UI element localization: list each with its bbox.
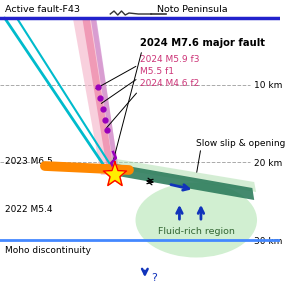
- Text: 30 km: 30 km: [254, 237, 283, 245]
- Text: Active fault-F43: Active fault-F43: [5, 5, 80, 14]
- Polygon shape: [110, 158, 256, 192]
- Text: 2022 M5.4: 2022 M5.4: [5, 206, 52, 214]
- Text: Moho discontinuity: Moho discontinuity: [5, 246, 91, 255]
- Polygon shape: [73, 18, 120, 175]
- Text: Fluid-rich region: Fluid-rich region: [158, 227, 235, 237]
- Text: 2023 M6.5: 2023 M6.5: [5, 158, 52, 166]
- Text: M5.5 f1: M5.5 f1: [140, 67, 174, 76]
- Text: 2024 M4.6 f2: 2024 M4.6 f2: [140, 79, 200, 88]
- Text: Noto Peninsula: Noto Peninsula: [157, 5, 228, 14]
- Ellipse shape: [136, 183, 257, 258]
- Text: ?: ?: [152, 273, 157, 283]
- Polygon shape: [110, 163, 254, 200]
- Text: Slow slip & opening: Slow slip & opening: [196, 138, 286, 148]
- Polygon shape: [103, 162, 127, 186]
- Polygon shape: [91, 18, 119, 170]
- Text: 10 km: 10 km: [254, 81, 283, 91]
- Text: 2024 M7.6 major fault: 2024 M7.6 major fault: [140, 38, 265, 48]
- Polygon shape: [82, 18, 114, 172]
- Text: 20 km: 20 km: [254, 158, 283, 168]
- Text: 2024 M5.9 f3: 2024 M5.9 f3: [140, 55, 200, 64]
